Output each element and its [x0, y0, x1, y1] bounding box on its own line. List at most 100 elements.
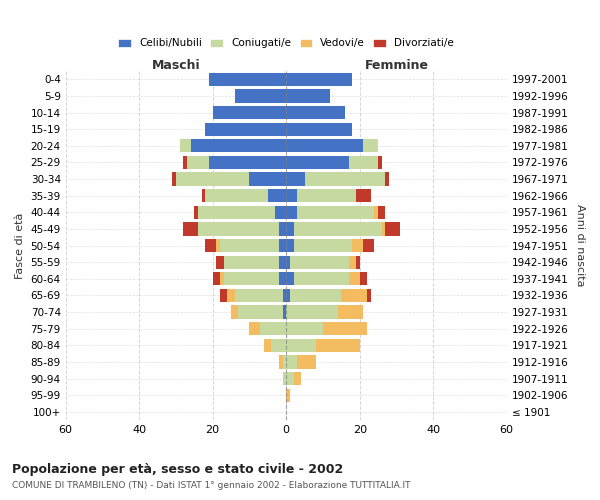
Bar: [364, 139, 378, 152]
Bar: [341, 289, 367, 302]
Bar: [172, 172, 176, 186]
Bar: [286, 289, 290, 302]
Bar: [290, 256, 349, 269]
Bar: [290, 289, 341, 302]
Bar: [231, 306, 238, 318]
Bar: [283, 289, 286, 302]
Bar: [286, 206, 297, 219]
Bar: [349, 256, 356, 269]
Bar: [286, 372, 293, 385]
Bar: [227, 289, 235, 302]
Bar: [382, 222, 385, 235]
Bar: [286, 322, 323, 336]
Bar: [250, 322, 260, 336]
Bar: [220, 239, 279, 252]
Bar: [183, 156, 187, 169]
Bar: [198, 222, 279, 235]
Bar: [205, 122, 286, 136]
Bar: [385, 222, 400, 235]
Bar: [305, 172, 385, 186]
Bar: [338, 306, 364, 318]
Bar: [217, 239, 220, 252]
Bar: [209, 156, 286, 169]
Bar: [286, 106, 345, 119]
Bar: [179, 139, 191, 152]
Bar: [286, 272, 293, 285]
Text: Maschi: Maschi: [152, 59, 200, 72]
Bar: [271, 338, 286, 352]
Bar: [297, 356, 316, 368]
Text: Popolazione per età, sesso e stato civile - 2002: Popolazione per età, sesso e stato civil…: [12, 462, 343, 475]
Bar: [235, 90, 286, 102]
Bar: [293, 222, 382, 235]
Bar: [235, 289, 283, 302]
Bar: [198, 206, 275, 219]
Bar: [286, 388, 290, 402]
Text: Femmine: Femmine: [364, 59, 428, 72]
Bar: [176, 172, 250, 186]
Bar: [205, 189, 268, 202]
Bar: [349, 156, 378, 169]
Bar: [364, 239, 374, 252]
Bar: [286, 222, 293, 235]
Bar: [194, 206, 198, 219]
Bar: [220, 272, 224, 285]
Bar: [286, 239, 293, 252]
Bar: [268, 189, 286, 202]
Bar: [286, 172, 305, 186]
Bar: [275, 206, 286, 219]
Bar: [260, 322, 286, 336]
Bar: [286, 139, 364, 152]
Bar: [212, 272, 220, 285]
Y-axis label: Anni di nascita: Anni di nascita: [575, 204, 585, 287]
Bar: [279, 239, 286, 252]
Bar: [286, 356, 297, 368]
Bar: [360, 272, 367, 285]
Bar: [283, 372, 286, 385]
Bar: [286, 338, 316, 352]
Bar: [286, 122, 352, 136]
Bar: [293, 272, 349, 285]
Bar: [356, 256, 360, 269]
Bar: [183, 222, 198, 235]
Bar: [385, 172, 389, 186]
Bar: [283, 356, 286, 368]
Bar: [286, 306, 338, 318]
Legend: Celibi/Nubili, Coniugati/e, Vedovi/e, Divorziati/e: Celibi/Nubili, Coniugati/e, Vedovi/e, Di…: [114, 34, 458, 52]
Bar: [209, 72, 286, 86]
Bar: [286, 156, 349, 169]
Bar: [297, 189, 356, 202]
Bar: [279, 256, 286, 269]
Bar: [279, 356, 283, 368]
Bar: [286, 72, 352, 86]
Bar: [293, 372, 301, 385]
Bar: [286, 90, 331, 102]
Bar: [293, 239, 352, 252]
Bar: [220, 289, 227, 302]
Bar: [224, 272, 279, 285]
Bar: [238, 306, 283, 318]
Bar: [286, 189, 297, 202]
Bar: [250, 172, 286, 186]
Bar: [323, 322, 367, 336]
Bar: [367, 289, 371, 302]
Bar: [212, 106, 286, 119]
Bar: [217, 256, 224, 269]
Bar: [286, 256, 290, 269]
Bar: [378, 156, 382, 169]
Bar: [356, 189, 371, 202]
Bar: [205, 239, 217, 252]
Bar: [352, 239, 364, 252]
Bar: [283, 306, 286, 318]
Bar: [279, 272, 286, 285]
Bar: [279, 222, 286, 235]
Bar: [187, 156, 209, 169]
Text: COMUNE DI TRAMBILENO (TN) - Dati ISTAT 1° gennaio 2002 - Elaborazione TUTTITALIA: COMUNE DI TRAMBILENO (TN) - Dati ISTAT 1…: [12, 481, 410, 490]
Bar: [378, 206, 385, 219]
Y-axis label: Fasce di età: Fasce di età: [15, 212, 25, 279]
Bar: [191, 139, 286, 152]
Bar: [316, 338, 360, 352]
Bar: [202, 189, 205, 202]
Bar: [224, 256, 279, 269]
Bar: [374, 206, 378, 219]
